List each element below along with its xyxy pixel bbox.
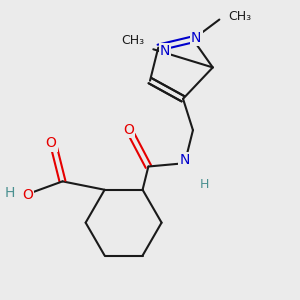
Text: O: O	[46, 136, 56, 150]
Text: O: O	[123, 123, 134, 137]
Text: N: N	[179, 153, 190, 167]
Text: N: N	[160, 44, 170, 58]
Text: H: H	[4, 186, 15, 200]
Text: CH₃: CH₃	[121, 34, 144, 46]
Text: N: N	[191, 31, 201, 45]
Text: CH₃: CH₃	[229, 10, 252, 23]
Text: O: O	[22, 188, 33, 202]
Text: H: H	[200, 178, 209, 191]
